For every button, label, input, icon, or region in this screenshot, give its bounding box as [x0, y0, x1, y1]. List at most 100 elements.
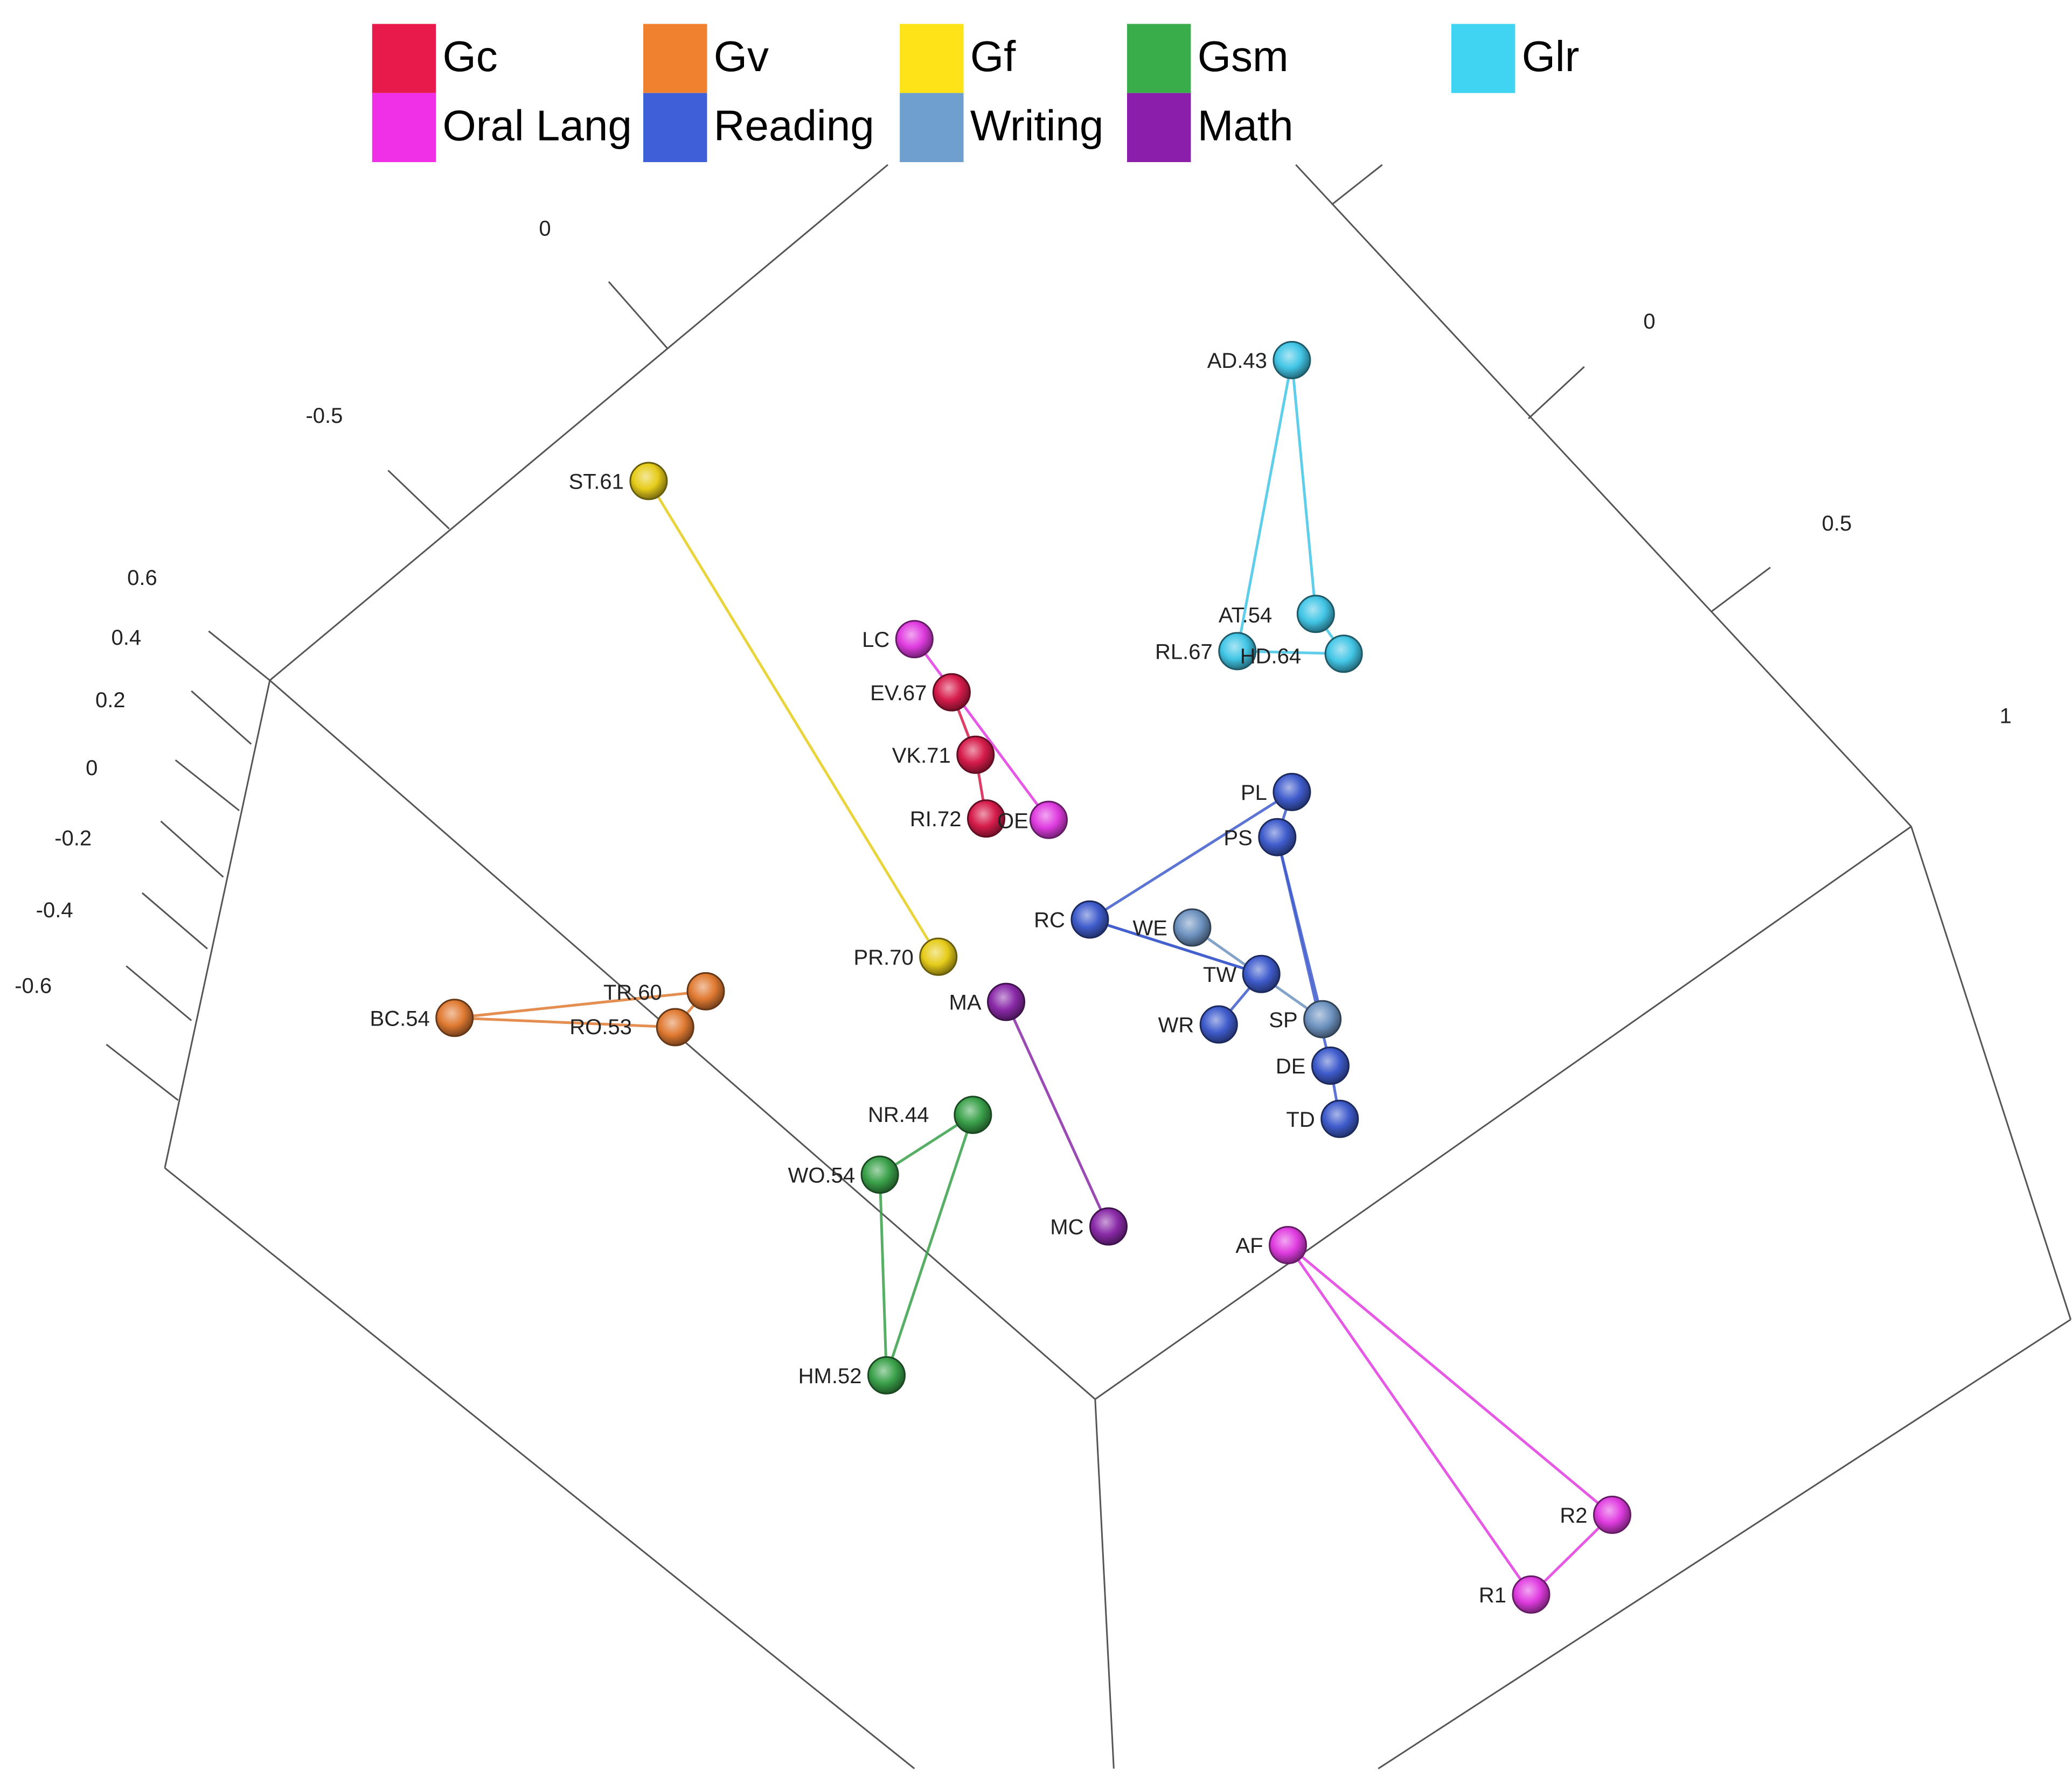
data-point: [656, 1008, 694, 1047]
point-label: SP: [1269, 1008, 1297, 1032]
point-label: WE: [1132, 917, 1167, 940]
point-label: WO.54: [788, 1163, 855, 1187]
data-point: [954, 1096, 992, 1134]
data-point: [1242, 954, 1281, 993]
point-label: AD.43: [1207, 349, 1267, 373]
axis-edge: [1094, 826, 1912, 1400]
cluster-link: [1005, 1001, 1110, 1228]
data-point: [1512, 1575, 1550, 1614]
tick-label: 0: [539, 217, 551, 240]
axis-tick: [191, 690, 252, 745]
point-label: BC.54: [370, 1007, 430, 1030]
axis-edge: [164, 680, 271, 1168]
axis-tick: [141, 892, 208, 950]
legend-swatch: [372, 24, 436, 93]
data-point: [1258, 818, 1297, 856]
data-point: [435, 999, 474, 1037]
cluster-link: [454, 1016, 676, 1029]
data-point: [1296, 595, 1335, 633]
tick-label: -0.6: [15, 974, 52, 998]
axis-tick: [126, 965, 192, 1021]
axis-tick: [1711, 567, 1771, 612]
legend-swatch: [372, 93, 436, 162]
data-point: [1324, 634, 1363, 673]
tick-label: -0.5: [305, 404, 343, 428]
data-point: [1029, 800, 1068, 839]
cluster-links: [454, 360, 1615, 1597]
data-point: [1273, 772, 1311, 811]
point-label: LC: [862, 628, 889, 652]
axis-tick: [160, 820, 224, 878]
axis-tick: [1331, 164, 1383, 206]
point-label: TD: [1286, 1108, 1315, 1132]
point-label: MC: [1050, 1216, 1083, 1239]
data-point: [1070, 900, 1109, 939]
axis-ticks: 0 -0.5 0 0.5 1 0.6 0.4 0.2 0 -0.2 -0.4 -0.6: [15, 164, 2012, 1101]
data-point: [1218, 632, 1257, 671]
axis-edge: [1094, 1399, 1115, 1769]
cluster-link: [1276, 836, 1324, 1020]
data-point: [932, 673, 971, 712]
axis-tick: [1528, 366, 1585, 420]
cluster-link: [454, 989, 706, 1020]
point-label: RL.67: [1155, 640, 1213, 664]
cluster-link: [1287, 1244, 1615, 1597]
data-point: [867, 1356, 906, 1394]
data-point: [1311, 1047, 1350, 1085]
point-label: HD.64: [1240, 645, 1301, 668]
data-point: [629, 462, 668, 500]
point-label: VK.71: [892, 744, 951, 768]
tick-label: 0.6: [127, 566, 157, 590]
data-point: [1320, 1099, 1359, 1138]
tick-label: 0.4: [112, 626, 142, 650]
tick-label: 0: [86, 756, 98, 780]
point-label: HM.52: [798, 1364, 862, 1388]
data-point: [967, 799, 1006, 838]
legend-label: Writing: [970, 101, 1103, 149]
data-point: [1303, 1000, 1342, 1038]
data-point: [860, 1155, 899, 1194]
axis-tick: [208, 630, 270, 681]
axis-tick: [608, 281, 668, 349]
axis-edge: [1378, 1319, 2071, 1769]
tick-label: -0.4: [36, 898, 73, 922]
tick-label: -0.2: [54, 827, 92, 850]
point-label: AT.54: [1219, 603, 1272, 627]
data-point: [1173, 908, 1212, 947]
axis-tick: [175, 759, 240, 812]
data-points: EV.67 VK.71 RI.72 BC.54 TR.60 RO.53 ST.61 PR.70…: [370, 341, 1631, 1614]
legend-label: Oral Lang: [443, 101, 632, 149]
data-point: [1593, 1495, 1631, 1534]
legend: Gc Gv Gf Gsm Glr Oral Lang Reading Writing Math: [372, 24, 1579, 162]
cluster-link: [647, 480, 940, 958]
point-label: ST.61: [569, 470, 624, 494]
tick-label: 0: [1643, 310, 1655, 333]
axis-edge: [269, 164, 888, 681]
point-label: AF: [1235, 1234, 1263, 1258]
cluster-link: [1276, 791, 1341, 1119]
axis-edge: [164, 1167, 915, 1769]
data-point: [1269, 1226, 1308, 1265]
point-label: TW: [1203, 963, 1236, 987]
point-label: PS: [1223, 826, 1252, 850]
cluster-link: [913, 638, 1050, 821]
data-point: [987, 982, 1026, 1021]
legend-label: Math: [1198, 101, 1294, 149]
legend-swatch: [643, 93, 707, 162]
point-label: OE: [997, 810, 1028, 833]
tick-label: 1: [2000, 705, 2012, 728]
data-point: [895, 620, 934, 659]
legend-swatch: [1451, 24, 1515, 93]
data-point: [956, 735, 995, 774]
point-label: RC: [1034, 909, 1065, 932]
axis-tick: [387, 470, 450, 529]
point-label: R2: [1560, 1504, 1587, 1528]
legend-swatch: [900, 24, 964, 93]
legend-swatch: [900, 93, 964, 162]
legend-label: Gf: [970, 32, 1016, 80]
data-point: [1273, 341, 1311, 380]
legend-swatch: [643, 24, 707, 93]
tick-label: 0.2: [95, 688, 126, 712]
point-label: EV.67: [870, 681, 927, 705]
